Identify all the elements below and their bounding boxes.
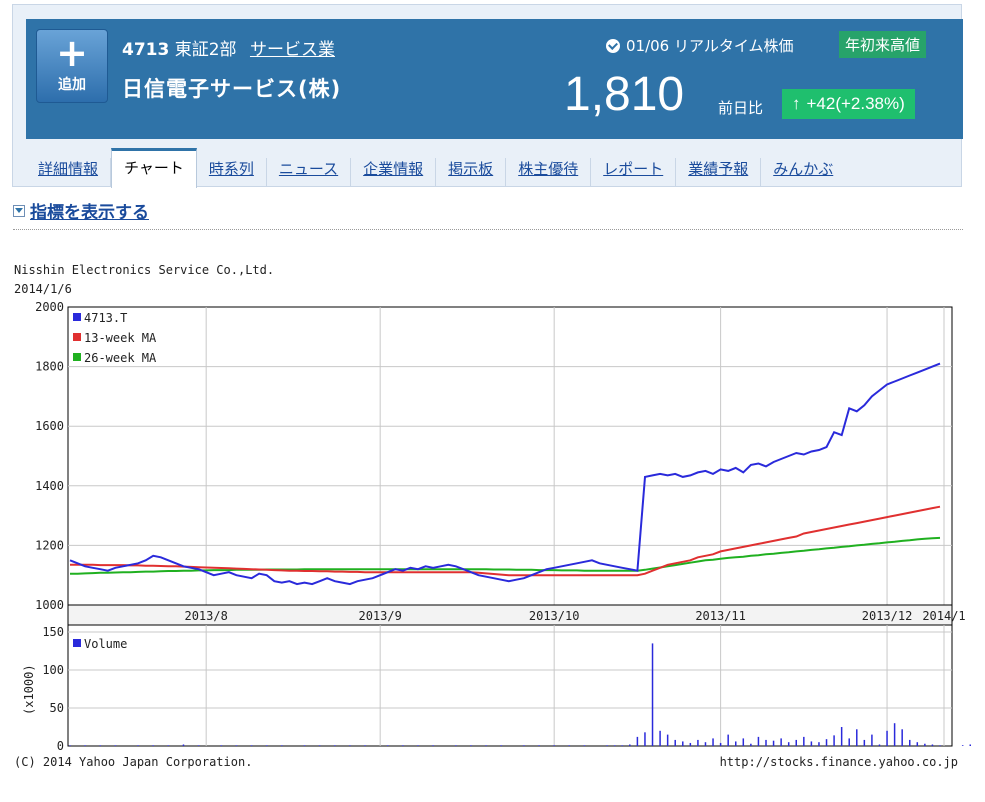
legend-label: 4713.T [84,311,127,325]
price-legend: 4713.T 13-week MA 26-week MA [73,311,157,365]
legend-swatch [73,333,81,341]
dotted-divider [13,229,963,230]
tab-report[interactable]: レポート [591,158,677,187]
add-label: 追加 [58,77,86,93]
quote-panel: + 追加 4713 東証2部 サービス業 日信電子サービス(株) 01/06 リ… [26,19,963,139]
volume-grid [68,625,952,746]
tab-bar: 詳細情報 チャート 時系列 ニュース 企業情報 掲示板 株主優待 レポート 業績… [26,148,845,188]
price-y-tick-label: 1200 [35,538,64,552]
x-tick-label: 2013/12 [862,609,913,623]
price-y-axis: 1000 1200 1400 1600 1800 2000 [35,300,64,612]
volume-bars [69,643,972,746]
prev-day-label: 前日比 [718,99,764,117]
series-line-26-week-ma [70,536,941,575]
tab-news[interactable]: ニュース [267,158,352,187]
price-y-tick-label: 1800 [35,360,64,374]
legend-swatch [73,313,81,321]
up-arrow-icon: ↑ [792,94,801,113]
volume-y-tick-label: 50 [50,701,64,715]
realtime-text: 01/06 リアルタイム株価 [626,37,794,55]
add-watchlist-button[interactable]: + 追加 [36,29,108,103]
chart-company-name: Nisshin Electronics Service Co.,Ltd. [14,263,274,277]
series-line-4713-t [69,362,941,586]
legend-label: 13-week MA [84,331,157,345]
x-axis-labels: 2013/8 2013/9 2013/10 2013/11 2013/12 2014/1 [184,609,965,623]
tab-shareholder-benefits[interactable]: 株主優待 [506,158,592,187]
current-price: 1,810 [564,68,685,121]
price-change-badge: ↑ +42(+2.38%) [782,89,915,119]
tab-company-info[interactable]: 企業情報 [351,158,437,187]
price-series [69,362,941,586]
volume-plot-area [67,624,953,747]
tab-board[interactable]: 掲示板 [436,158,507,187]
series-line-13-week-ma [70,505,941,577]
copyright-text: (C) 2014 Yahoo Japan Corporation. [14,755,252,769]
volume-y-axis: 0 50 100 150 [42,625,64,753]
tab-chart[interactable]: チャート [111,148,197,188]
show-indicators-label: 指標を表示する [30,203,149,223]
price-y-tick-label: 2000 [35,300,64,314]
price-y-tick-label: 1000 [35,598,64,612]
industry-link[interactable]: サービス業 [249,40,335,60]
realtime-label: 01/06 リアルタイム株価 [606,35,794,56]
stock-chart: Nisshin Electronics Service Co.,Ltd. 201… [14,263,972,769]
x-tick-label: 2013/10 [529,609,580,623]
check-icon [606,38,620,53]
volume-y-tick-label: 0 [57,739,64,753]
tab-forecast[interactable]: 業績予報 [676,158,762,187]
price-change: +42(+2.38%) [806,94,905,113]
legend-swatch [73,639,81,647]
expand-toggle-icon [13,204,25,217]
stock-code: 4713 [122,40,170,60]
price-plot-area [67,306,953,606]
volume-y-tick-label: 150 [42,625,64,639]
x-tick-label: 2014/1 [922,609,965,623]
market-name: 東証2部 [174,40,237,60]
volume-legend: Volume [73,637,127,651]
source-url: http://stocks.finance.yahoo.co.jp [720,755,958,769]
x-tick-label: 2013/9 [358,609,401,623]
chart-date: 2014/1/6 [14,282,72,296]
x-tick-label: 2013/11 [695,609,746,623]
volume-y-tick-label: 100 [42,663,64,677]
price-grid [68,307,952,605]
price-y-tick-label: 1600 [35,419,64,433]
legend-label: Volume [84,637,127,651]
legend-swatch [73,353,81,361]
ytd-high-badge: 年初来高値 [839,31,927,58]
tab-timeseries[interactable]: 時系列 [197,158,267,187]
plus-icon: + [56,31,88,75]
volume-unit-label: (x1000) [22,664,36,715]
x-tick-label: 2013/8 [184,609,227,623]
tab-details[interactable]: 詳細情報 [26,158,112,187]
stock-code-line: 4713 東証2部 サービス業 [122,35,335,60]
tab-minkabu[interactable]: みんかぶ [773,160,834,178]
price-y-tick-label: 1400 [35,479,64,493]
stock-header-card: + 追加 4713 東証2部 サービス業 日信電子サービス(株) 01/06 リ… [12,4,963,188]
show-indicators-link[interactable]: 指標を表示する [13,198,149,223]
legend-label: 26-week MA [84,351,157,365]
company-name: 日信電子サービス(株) [122,77,342,101]
